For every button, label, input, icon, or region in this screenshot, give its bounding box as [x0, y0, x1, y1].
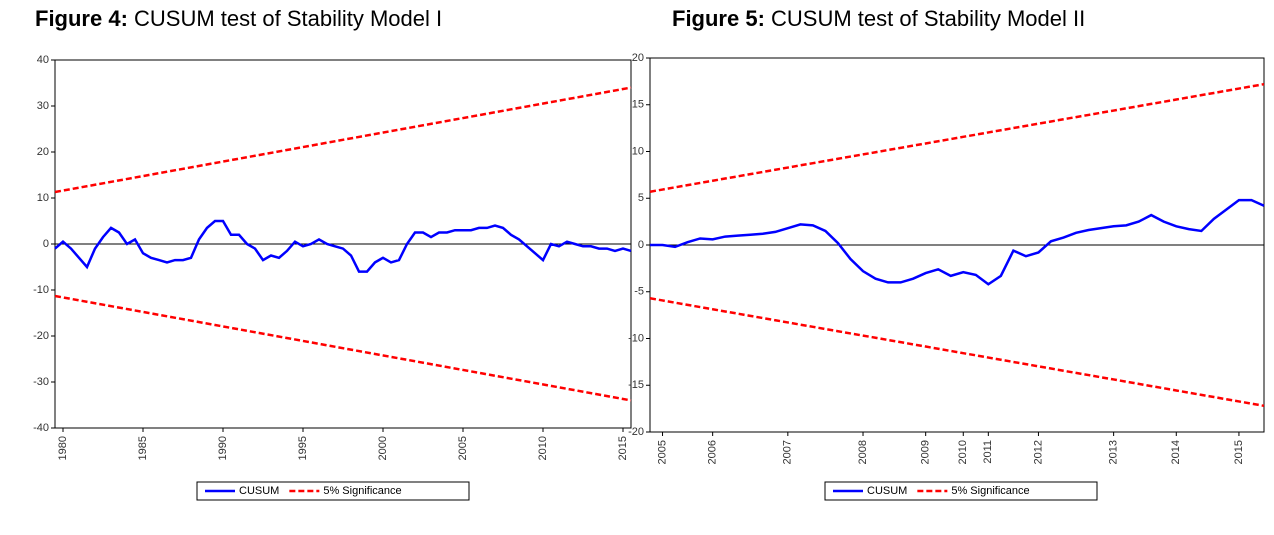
x-tick-label: 2010: [537, 436, 549, 460]
x-tick-label: 1980: [57, 436, 69, 460]
y-tick-label: 30: [37, 100, 49, 112]
series-line: [649, 297, 1265, 408]
y-tick-label: -20: [33, 330, 49, 342]
x-tick-label: 2015: [1233, 440, 1245, 464]
x-tick-label: 1990: [217, 436, 229, 460]
legend-box: [196, 481, 470, 501]
title-text: CUSUM test of Stability Model I: [134, 6, 442, 31]
y-tick-label: 40: [37, 54, 49, 66]
x-tick-label: 2010: [957, 440, 969, 464]
series-line: [54, 86, 632, 194]
x-tick-label: 2015: [617, 436, 629, 460]
y-tick-label: 15: [632, 99, 644, 111]
title-text: CUSUM test of Stability Model II: [771, 6, 1085, 31]
y-tick-label: 0: [43, 238, 49, 250]
chart-title: Figure 4: CUSUM test of Stability Model …: [35, 6, 442, 31]
x-tick-label: 2005: [457, 436, 469, 460]
series-line: [650, 198, 1265, 286]
x-tick-label: 2012: [1032, 440, 1044, 464]
y-tick-label: -5: [634, 286, 644, 298]
x-tick-label: 2007: [782, 440, 794, 464]
y-tick-label: -10: [628, 332, 644, 344]
x-tick-label: 2005: [656, 440, 668, 464]
y-tick-label: -15: [628, 379, 644, 391]
series-line: [649, 82, 1265, 193]
x-tick-label: 2014: [1170, 440, 1182, 464]
legend-box: [824, 481, 1098, 501]
series-line: [54, 219, 632, 273]
y-tick-label: -20: [628, 426, 644, 438]
x-tick-label: 1985: [137, 436, 149, 460]
y-tick-label: -40: [33, 422, 49, 434]
y-tick-label: 10: [632, 145, 644, 157]
figure-label: Figure 4:: [35, 6, 128, 31]
y-tick-label: 20: [632, 52, 644, 64]
x-tick-label: 2011: [982, 440, 994, 464]
chart-title: Figure 5: CUSUM test of Stability Model …: [672, 6, 1085, 31]
x-tick-label: 2000: [377, 436, 389, 460]
series-line: [54, 294, 632, 402]
legend-label: CUSUM: [867, 485, 907, 497]
y-tick-label: 0: [638, 239, 644, 251]
y-tick-label: -30: [33, 376, 49, 388]
legend-label: CUSUM: [239, 485, 279, 497]
x-tick-label: 2009: [920, 440, 932, 464]
y-tick-label: 10: [37, 192, 49, 204]
x-tick-label: 2008: [857, 440, 869, 464]
y-tick-label: 5: [638, 192, 644, 204]
x-tick-label: 2013: [1108, 440, 1120, 464]
y-tick-label: -10: [33, 284, 49, 296]
x-tick-label: 2006: [707, 440, 719, 464]
figure-label: Figure 5:: [672, 6, 765, 31]
legend-label: 5% Significance: [323, 485, 401, 497]
x-tick-label: 1995: [297, 436, 309, 460]
legend-label: 5% Significance: [951, 485, 1029, 497]
y-tick-label: 20: [37, 146, 49, 158]
